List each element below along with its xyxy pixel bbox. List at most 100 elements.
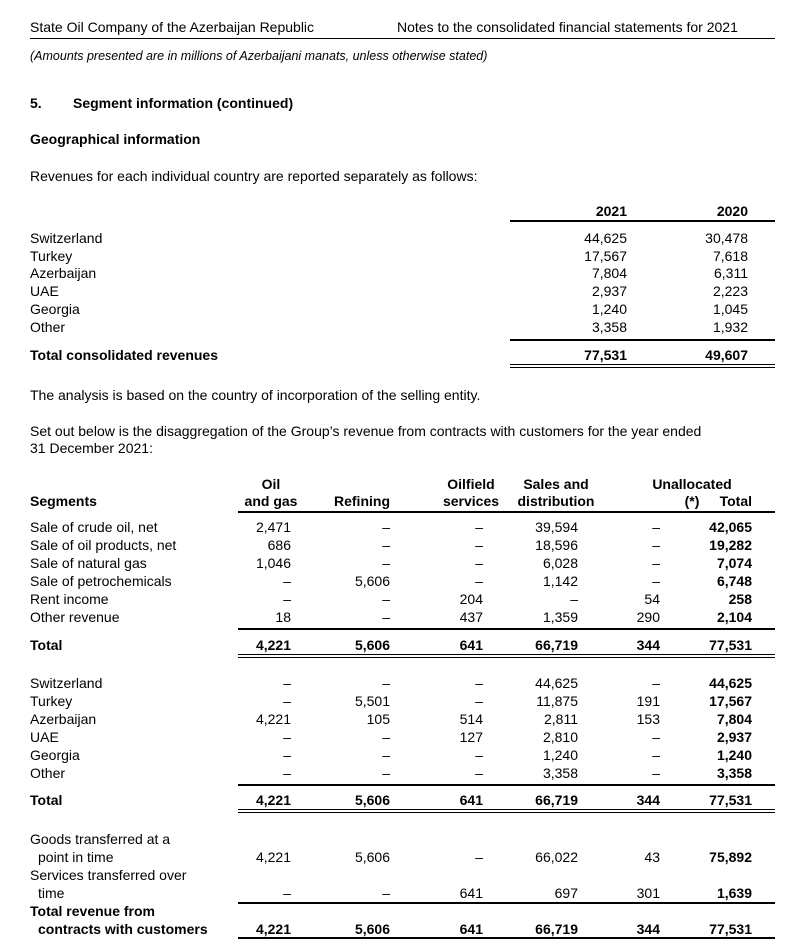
cell-value: 2,810: [542, 729, 578, 745]
cell-value: –: [652, 573, 660, 589]
row-label: Other: [30, 319, 66, 335]
cell-value: 5,501: [354, 693, 390, 709]
cell-value: 641: [459, 885, 483, 901]
header-rule: [510, 220, 775, 222]
total-value: 4,221: [255, 637, 291, 653]
cell-value: –: [382, 519, 390, 535]
column-header-line1: Unallocated: [652, 476, 732, 492]
row-label: Other: [30, 765, 66, 781]
cell-value: 7,618: [712, 248, 748, 264]
cell-value: –: [283, 747, 291, 763]
column-header: 2020: [716, 203, 748, 219]
cell-value: 39,594: [535, 519, 578, 535]
cell-value: –: [283, 573, 291, 589]
cell-value: 514: [459, 711, 483, 727]
cell-value: 127: [459, 729, 483, 745]
cell-value: 437: [459, 609, 483, 625]
cell-value: 301: [636, 885, 660, 901]
column-header-line1: Sales and: [523, 476, 589, 492]
cell-value: –: [382, 765, 390, 781]
subtotal-rule: [238, 902, 775, 904]
cell-value: 1,240: [542, 747, 578, 763]
column-header-line2: Total: [719, 493, 752, 509]
cell-value: –: [475, 519, 483, 535]
row-label-line2: point in time: [38, 849, 114, 865]
cell-value: 1,045: [712, 301, 748, 317]
cell-value: 1,359: [542, 609, 578, 625]
cell-value: –: [652, 675, 660, 691]
double-rule: [238, 654, 775, 658]
cell-value: –: [652, 537, 660, 553]
cell-value: 54: [644, 591, 660, 607]
row-label: Georgia: [30, 301, 80, 317]
subtotal-rule: [238, 784, 775, 786]
cell-value: 2,471: [255, 519, 291, 535]
column-header-line1: Oilfield: [447, 476, 495, 492]
notes-title: Notes to the consolidated financial stat…: [397, 19, 738, 35]
cell-value: –: [382, 555, 390, 571]
cell-value: 3,358: [542, 765, 578, 781]
cell-value: –: [382, 729, 390, 745]
cell-value: 5,606: [354, 573, 390, 589]
cell-value: 18,596: [535, 537, 578, 553]
total-value: 5,606: [354, 637, 390, 653]
cell-value: –: [475, 555, 483, 571]
cell-value: 1,932: [712, 319, 748, 335]
intro-text: Revenues for each individual country are…: [30, 168, 478, 184]
row-label: Switzerland: [30, 675, 103, 691]
total-value: 5,606: [354, 921, 390, 937]
total-value: 77,531: [709, 637, 752, 653]
total-value: 4,221: [255, 792, 291, 808]
total-value: 641: [459, 921, 483, 937]
column-header-line2: (*): [684, 493, 700, 509]
total-label-line1: Total revenue from: [30, 903, 155, 919]
cell-value: 43: [644, 849, 660, 865]
cell-value: –: [283, 729, 291, 745]
total-value: 641: [459, 792, 483, 808]
row-label: Other revenue: [30, 609, 120, 625]
cell-value: 6,748: [716, 573, 752, 589]
column-header: 2021: [595, 203, 627, 219]
cell-value: 11,875: [536, 693, 578, 709]
disaggregation-intro-line1: Set out below is the disaggregation of t…: [30, 423, 702, 439]
row-label: Sale of oil products, net: [30, 537, 177, 553]
cell-value: 1,639: [716, 885, 752, 901]
total-label: Total consolidated revenues: [30, 347, 219, 363]
cell-value: 2,937: [716, 729, 752, 745]
header-rule: [238, 511, 775, 513]
cell-value: –: [475, 693, 483, 709]
total-label: Total: [30, 637, 63, 653]
row-label-line1: Goods transferred at a: [30, 831, 171, 847]
total-value: 49,607: [705, 347, 748, 363]
column-header-line2: services: [442, 493, 500, 509]
total-value: 4,221: [255, 921, 291, 937]
cell-value: 44,625: [709, 675, 752, 691]
cell-value: –: [283, 591, 291, 607]
cell-value: 7,804: [716, 711, 752, 727]
cell-value: –: [475, 675, 483, 691]
cell-value: –: [652, 747, 660, 763]
cell-value: –: [382, 537, 390, 553]
row-label: Azerbaijan: [30, 711, 97, 727]
header-rule: [30, 38, 775, 39]
row-label: UAE: [30, 729, 59, 745]
total-value: 77,531: [709, 792, 752, 808]
cell-value: 75,892: [709, 849, 752, 865]
bottom-rule: [238, 937, 775, 939]
cell-value: –: [382, 675, 390, 691]
segments-header: Segments: [30, 493, 97, 509]
row-label: Sale of crude oil, net: [30, 519, 158, 535]
total-label: Total: [30, 792, 63, 808]
column-header-line1: Oil: [261, 476, 281, 492]
row-label-line2: time: [38, 885, 65, 901]
cell-value: 105: [366, 711, 390, 727]
cell-value: 6,028: [542, 555, 578, 571]
cell-value: –: [475, 765, 483, 781]
row-label: Turkey: [30, 693, 73, 709]
cell-value: 2,104: [716, 609, 752, 625]
total-value: 66,719: [535, 637, 578, 653]
cell-value: 18: [275, 609, 291, 625]
total-value: 344: [636, 792, 660, 808]
cell-value: 44,625: [535, 675, 578, 691]
column-header-line2: Refining: [334, 493, 390, 509]
